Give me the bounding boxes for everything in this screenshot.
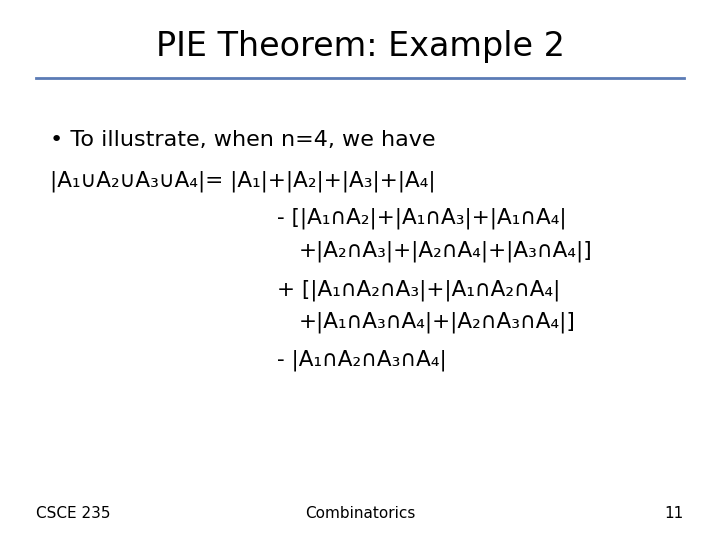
Text: CSCE 235: CSCE 235 (36, 506, 110, 521)
Text: 11: 11 (665, 506, 684, 521)
Text: PIE Theorem: Example 2: PIE Theorem: Example 2 (156, 30, 564, 63)
Text: - |A₁∩A₂∩A₃∩A₄|: - |A₁∩A₂∩A₃∩A₄| (277, 350, 447, 372)
Text: +|A₂∩A₃|+|A₂∩A₄|+|A₃∩A₄|]: +|A₂∩A₃|+|A₂∩A₄|+|A₃∩A₄|] (299, 240, 593, 262)
Text: • To illustrate, when n=4, we have: • To illustrate, when n=4, we have (50, 130, 436, 150)
Text: Combinatorics: Combinatorics (305, 506, 415, 521)
Text: +|A₁∩A₃∩A₄|+|A₂∩A₃∩A₄|]: +|A₁∩A₃∩A₄|+|A₂∩A₃∩A₄|] (299, 312, 576, 333)
Text: - [|A₁∩A₂|+|A₁∩A₃|+|A₁∩A₄|: - [|A₁∩A₂|+|A₁∩A₃|+|A₁∩A₄| (277, 208, 567, 230)
Text: |A₁∪A₂∪A₃∪A₄|= |A₁|+|A₂|+|A₃|+|A₄|: |A₁∪A₂∪A₃∪A₄|= |A₁|+|A₂|+|A₃|+|A₄| (50, 170, 436, 192)
Text: + [|A₁∩A₂∩A₃|+|A₁∩A₂∩A₄|: + [|A₁∩A₂∩A₃|+|A₁∩A₂∩A₄| (277, 279, 561, 301)
